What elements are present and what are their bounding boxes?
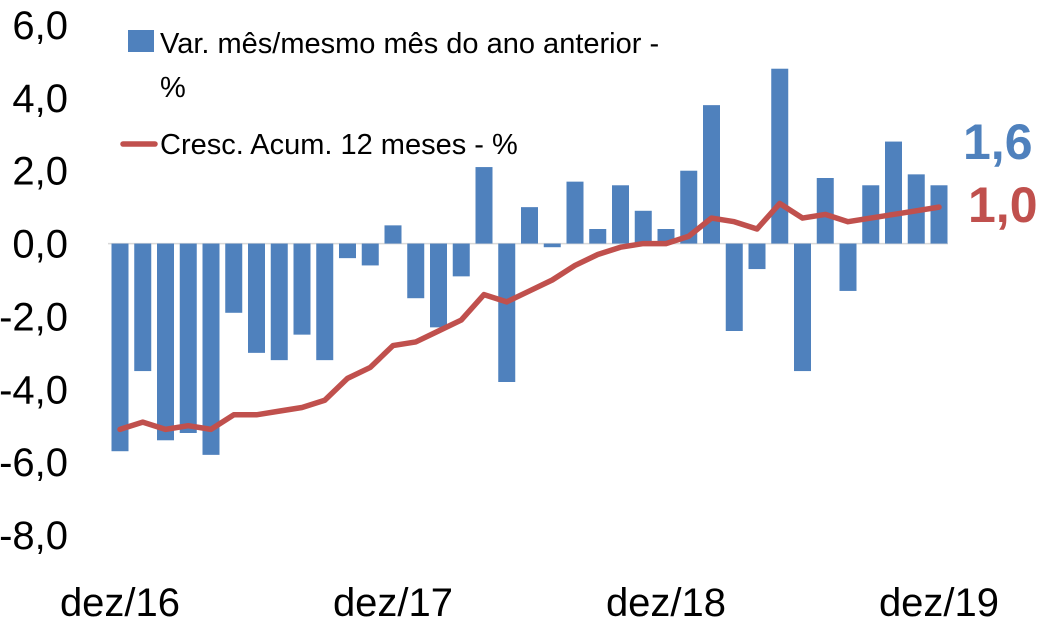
bar	[634, 210, 652, 244]
bar	[475, 167, 493, 244]
bar	[270, 243, 288, 361]
bar	[748, 243, 766, 270]
bar	[794, 243, 811, 372]
bar	[452, 243, 470, 277]
bar	[316, 243, 334, 361]
y-tick-label: 4,0	[12, 77, 68, 121]
x-tick-label: dez/16	[60, 581, 180, 621]
x-tick-label: dez/17	[333, 581, 453, 621]
bar	[293, 243, 311, 335]
end-value-label-bars: 1,6	[963, 114, 1033, 170]
bar	[134, 243, 152, 372]
legend: Var. mês/mesmo mês do ano anterior - % C…	[120, 28, 667, 161]
legend-line-label: Cresc. Acum. 12 meses - %	[160, 129, 518, 161]
end-value-label-line: 1,0	[968, 177, 1038, 233]
bar	[157, 243, 174, 441]
y-tick-label: 2,0	[12, 150, 68, 194]
y-tick-label: -2,0	[0, 295, 68, 339]
legend-bar-swatch	[128, 30, 154, 52]
bar	[430, 243, 447, 328]
bar	[703, 105, 720, 244]
y-tick-label: -6,0	[0, 441, 68, 485]
bar	[248, 243, 265, 353]
bar	[407, 243, 425, 299]
bar	[589, 229, 607, 244]
bar	[839, 243, 857, 291]
bar	[566, 181, 584, 244]
x-axis-ticks: dez/16 dez/17 dez/18 dez/19	[60, 581, 999, 621]
bar	[521, 207, 538, 244]
bar	[384, 225, 402, 244]
legend-bar-label: Var. mês/mesmo mês do ano anterior - %	[160, 28, 667, 104]
y-axis-ticks: 6,0 4,0 2,0 0,0 -2,0 -4,0 -6,0 -8,0	[0, 4, 68, 558]
line-series	[117, 200, 942, 433]
bar	[680, 170, 698, 244]
x-tick-label: dez/19	[879, 581, 999, 621]
x-tick-label: dez/18	[606, 581, 726, 621]
bar	[498, 243, 516, 382]
bar	[862, 185, 880, 244]
bar	[771, 68, 789, 244]
bar	[179, 243, 197, 433]
bar	[885, 141, 902, 244]
bar	[202, 243, 220, 455]
bar-series	[111, 68, 948, 455]
bar	[361, 243, 379, 266]
y-tick-label: 0,0	[12, 223, 68, 267]
bar	[612, 185, 629, 244]
bar	[930, 185, 948, 244]
bar	[339, 243, 356, 259]
bar	[111, 243, 129, 452]
y-tick-label: -8,0	[0, 514, 68, 558]
bar	[225, 243, 243, 313]
bar	[816, 178, 834, 244]
bar	[725, 243, 743, 331]
y-tick-label: -4,0	[0, 368, 68, 412]
y-tick-label: 6,0	[12, 4, 68, 48]
bar	[543, 243, 561, 248]
